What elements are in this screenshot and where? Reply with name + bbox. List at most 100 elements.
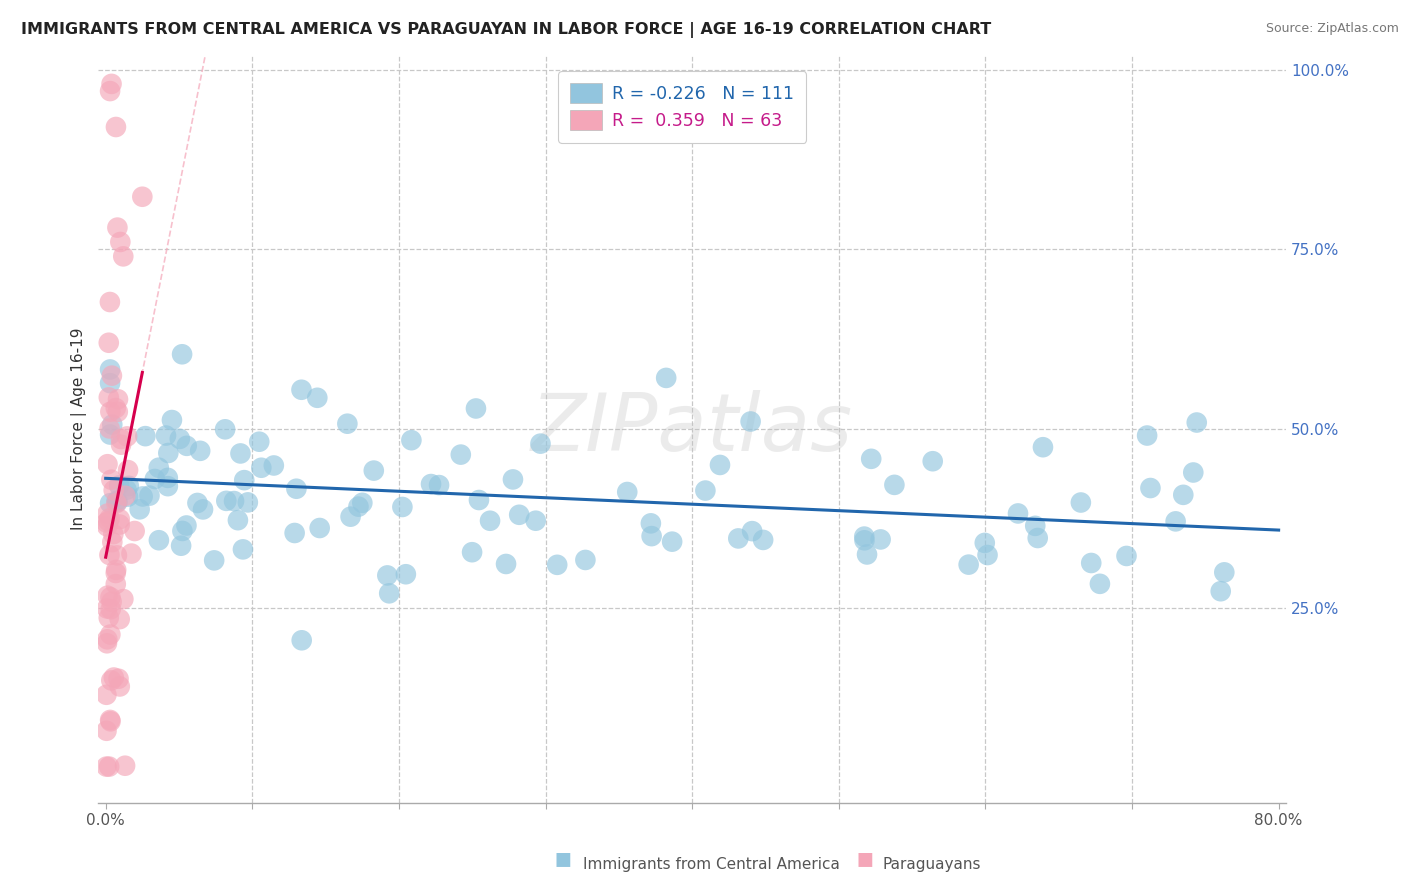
Point xyxy=(395,567,418,582)
Point xyxy=(108,478,131,492)
Point xyxy=(263,458,285,473)
Point xyxy=(661,534,683,549)
Point xyxy=(96,601,118,615)
Point xyxy=(96,589,118,603)
Point xyxy=(108,517,131,532)
Point xyxy=(98,713,121,727)
Point xyxy=(502,472,524,486)
Point xyxy=(100,714,122,729)
Text: Paraguayans: Paraguayans xyxy=(883,857,981,872)
Point xyxy=(148,533,170,548)
Point xyxy=(100,473,122,487)
Point xyxy=(375,568,398,582)
Point xyxy=(155,428,177,442)
Point xyxy=(107,405,129,419)
Legend: R = -0.226   N = 111, R =  0.359   N = 63: R = -0.226 N = 111, R = 0.359 N = 63 xyxy=(558,71,806,143)
Point xyxy=(105,563,128,577)
Point xyxy=(1032,440,1054,454)
Point xyxy=(214,422,236,436)
Point xyxy=(468,493,491,508)
Point xyxy=(98,548,121,562)
Point xyxy=(110,438,132,452)
Text: Immigrants from Central America: Immigrants from Central America xyxy=(583,857,841,872)
Point xyxy=(1088,577,1111,591)
Point xyxy=(202,553,225,567)
Point xyxy=(101,535,124,549)
Point xyxy=(98,496,121,510)
Point xyxy=(1026,531,1049,545)
Point xyxy=(96,636,118,650)
Point xyxy=(107,220,129,235)
Point xyxy=(96,457,118,471)
Point xyxy=(100,77,122,91)
Point xyxy=(96,632,118,647)
Point xyxy=(529,436,551,450)
Point xyxy=(103,671,125,685)
Point xyxy=(308,521,330,535)
Point xyxy=(401,433,423,447)
Point xyxy=(640,516,662,531)
Point xyxy=(461,545,484,559)
Point xyxy=(98,511,121,525)
Point xyxy=(973,536,995,550)
Point xyxy=(114,758,136,772)
Point xyxy=(427,478,450,492)
Point xyxy=(307,391,329,405)
Point xyxy=(465,401,488,416)
Y-axis label: In Labor Force | Age 16-19: In Labor Force | Age 16-19 xyxy=(72,327,87,530)
Point xyxy=(131,490,153,504)
Point xyxy=(100,591,122,605)
Point xyxy=(131,190,153,204)
Point xyxy=(752,533,775,547)
Point xyxy=(121,547,143,561)
Point xyxy=(856,548,879,562)
Point xyxy=(1185,416,1208,430)
Point xyxy=(100,627,122,641)
Point xyxy=(104,120,127,134)
Point xyxy=(695,483,717,498)
Point xyxy=(1182,466,1205,480)
Point xyxy=(215,493,238,508)
Point xyxy=(284,526,307,541)
Point xyxy=(112,592,135,607)
Point xyxy=(741,524,763,538)
Point xyxy=(98,759,121,773)
Point xyxy=(921,454,943,468)
Point xyxy=(883,478,905,492)
Point xyxy=(232,542,254,557)
Point xyxy=(100,673,122,688)
Point xyxy=(105,496,128,510)
Point xyxy=(156,471,179,485)
Point xyxy=(727,532,749,546)
Point xyxy=(1024,519,1046,533)
Point xyxy=(853,530,876,544)
Point xyxy=(108,680,131,694)
Point xyxy=(101,368,124,383)
Point xyxy=(976,548,998,562)
Point xyxy=(709,458,731,472)
Point xyxy=(339,509,361,524)
Point xyxy=(508,508,530,522)
Point xyxy=(103,527,125,541)
Point xyxy=(97,611,120,625)
Point xyxy=(233,473,256,487)
Point xyxy=(98,405,121,419)
Point xyxy=(186,496,208,510)
Point xyxy=(236,495,259,509)
Point xyxy=(352,496,374,510)
Point xyxy=(104,401,127,416)
Point xyxy=(117,463,139,477)
Point xyxy=(160,413,183,427)
Point xyxy=(616,485,638,500)
Text: ▪: ▪ xyxy=(553,845,572,872)
Point xyxy=(1209,584,1232,599)
Point xyxy=(108,512,131,526)
Point xyxy=(336,417,359,431)
Point xyxy=(101,417,124,432)
Point xyxy=(107,392,129,407)
Point xyxy=(98,295,121,310)
Point xyxy=(391,500,413,514)
Point xyxy=(378,586,401,600)
Point xyxy=(860,451,883,466)
Point xyxy=(96,519,118,533)
